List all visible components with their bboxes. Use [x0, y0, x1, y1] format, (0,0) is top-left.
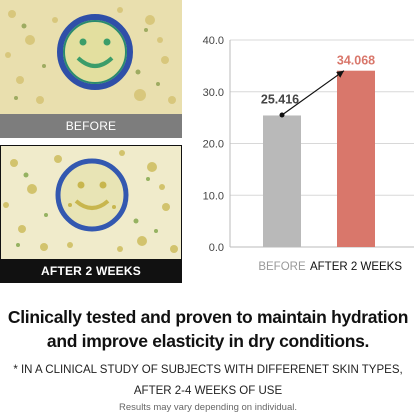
y-tick-label: 30.0: [203, 87, 224, 99]
grid-layer: [229, 39, 414, 248]
before-photo-panel: BEFORE: [0, 0, 182, 138]
before-caption: BEFORE: [0, 114, 182, 138]
trend-arrow: [281, 70, 345, 116]
hydration-bar-chart: 0.0 10.0 20.0 30.0 40.0 BEFORE AFTER 2 WEEKS 25…: [203, 35, 414, 273]
bar-layer: [263, 70, 375, 247]
y-tick-label: 0.0: [209, 242, 224, 254]
bar-before: [263, 115, 301, 247]
study-note-line-2: AFTER 2-4 WEEKS OF USE: [133, 385, 283, 397]
study-note: * IN A CLINICAL STUDY OF SUBJECTS WITH D…: [0, 360, 416, 402]
label-layer: 0.0 10.0 20.0 30.0 40.0 BEFORE AFTER 2 WEEKS 25…: [203, 35, 403, 273]
x-category-label: AFTER 2 WEEKS: [310, 261, 402, 273]
study-note-line-1: * IN A CLINICAL STUDY OF SUBJECTS WITH D…: [13, 364, 403, 376]
value-label-before: 25.416: [261, 92, 299, 106]
y-tick-label: 20.0: [203, 139, 224, 151]
arrow-start-dot: [279, 112, 285, 118]
value-label-after: 34.068: [337, 54, 375, 68]
disclaimer: Results may vary depending on individual…: [119, 402, 297, 413]
after-skin-image: [0, 145, 182, 259]
after-caption: AFTER 2 WEEKS: [0, 259, 182, 283]
headline-line-1: Clinically tested and proven to maintain…: [7, 307, 409, 327]
headline-line-2: and improve elasticity in dry conditions…: [46, 331, 370, 351]
x-category-label: BEFORE: [258, 261, 306, 273]
headline: Clinically tested and proven to maintain…: [0, 305, 416, 353]
y-tick-label: 10.0: [203, 190, 224, 202]
y-tick-label: 40.0: [203, 35, 224, 47]
bar-after: [337, 70, 375, 247]
after-photo-panel: AFTER 2 WEEKS: [0, 145, 182, 283]
before-skin-image: [0, 0, 182, 114]
